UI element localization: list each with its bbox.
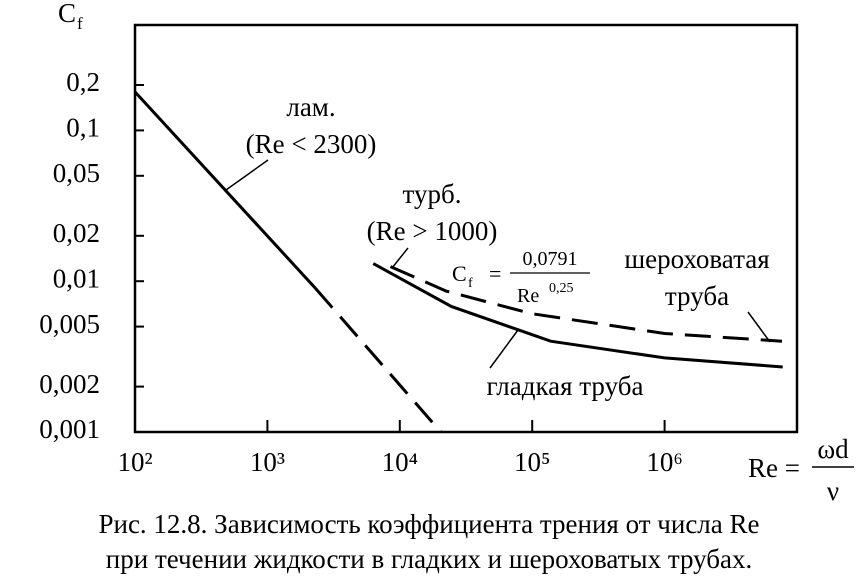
x-axis-label: Re = [748, 453, 800, 483]
y-axis-label: C [58, 0, 76, 28]
series-line [372, 262, 783, 369]
series-line [314, 287, 442, 433]
y-tick-label: 0,002 [39, 369, 100, 399]
annotation: труба [665, 281, 729, 311]
leader-line [747, 311, 771, 343]
series-line [389, 265, 783, 343]
y-tick-label: 0,05 [53, 158, 100, 188]
formula-lhs-sub: f [468, 276, 473, 291]
annotation: шероховатая [624, 244, 769, 274]
leader-line [391, 247, 409, 269]
y-tick-label: 0,001 [39, 414, 100, 444]
annotation: (Re < 2300) [246, 129, 377, 159]
y-tick-label: 0,1 [66, 113, 100, 143]
x-axis-label-num: ωd [817, 434, 849, 464]
formula-exponent: 0,25 [549, 281, 574, 296]
annotation: турб. [403, 179, 462, 209]
y-tick-label: 0,02 [53, 218, 100, 248]
y-tick-label: 0,005 [39, 309, 100, 339]
plot-frame [133, 23, 799, 434]
y-axis-label-sub: f [77, 14, 83, 33]
annotation: гладкая труба [487, 371, 644, 401]
series-line [133, 90, 317, 290]
leader-line [225, 159, 269, 191]
formula-eq: = [489, 261, 501, 286]
x-tick-label: 10⁴ [382, 447, 418, 477]
formula-numerator: 0,0791 [523, 248, 578, 270]
x-tick-label: 10⁶ [646, 447, 682, 477]
formula-denominator: Re [517, 285, 539, 307]
caption: при течении жидкости в гладких и шерохов… [106, 544, 752, 574]
formula-lhs: C [452, 261, 467, 286]
y-tick-label: 0,2 [66, 67, 100, 97]
leader-line [489, 329, 519, 369]
x-tick-label: 10⁵ [514, 447, 550, 477]
x-axis-label-den: ν [827, 476, 839, 506]
x-tick-label: 10³ [250, 447, 285, 477]
y-tick-label: 0,01 [53, 263, 100, 293]
annotation: (Re > 1000) [367, 216, 498, 246]
caption: Рис. 12.8. Зависимость коэффициента трен… [98, 509, 759, 539]
annotation: лам. [286, 92, 335, 122]
x-tick-label: 10² [117, 447, 152, 477]
